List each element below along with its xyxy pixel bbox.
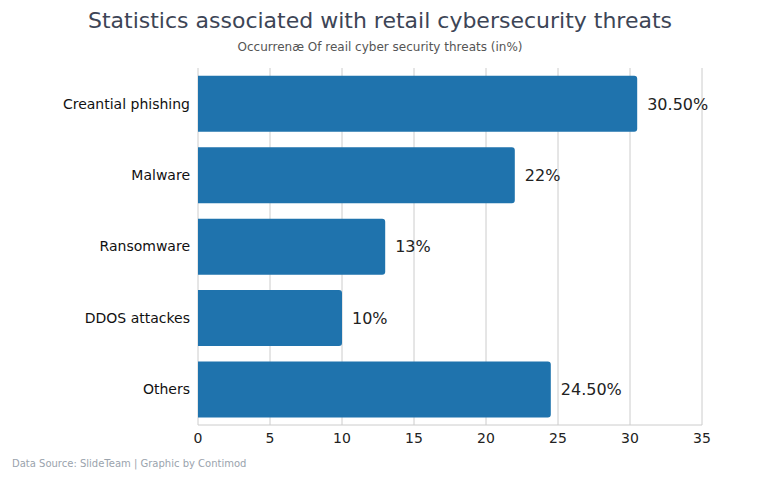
svg-text:Creantial phishing: Creantial phishing xyxy=(63,96,190,112)
svg-text:13%: 13% xyxy=(395,237,431,256)
svg-text:DDOS attackes: DDOS attackes xyxy=(85,310,190,326)
svg-text:10: 10 xyxy=(333,430,351,446)
html-text:Statistics associated with ret: Statistics associated with retail cybers… xyxy=(88,8,672,33)
svg-text:25: 25 xyxy=(549,430,567,446)
svg-text:30: 30 xyxy=(621,430,639,446)
svg-text:24.50%: 24.50% xyxy=(561,380,622,399)
svg-text:35: 35 xyxy=(693,430,711,446)
svg-text:30.50%: 30.50% xyxy=(647,95,708,114)
html-text:Data Source: SlideTeam | Graph: Data Source: SlideTeam | Graphic by Cont… xyxy=(12,458,247,469)
svg-text:5: 5 xyxy=(266,430,275,446)
svg-text:0: 0 xyxy=(194,430,203,446)
svg-text:Malware: Malware xyxy=(131,167,190,183)
svg-text:15: 15 xyxy=(405,430,423,446)
html-text:Occurrenæ Of reail cyber secur: Occurrenæ Of reail cyber security threat… xyxy=(237,40,523,54)
svg-text:10%: 10% xyxy=(352,309,388,328)
svg-text:22%: 22% xyxy=(525,166,561,185)
svg-text:Ransomware: Ransomware xyxy=(100,238,190,254)
svg-text:Others: Others xyxy=(143,381,190,397)
svg-text:20: 20 xyxy=(477,430,495,446)
